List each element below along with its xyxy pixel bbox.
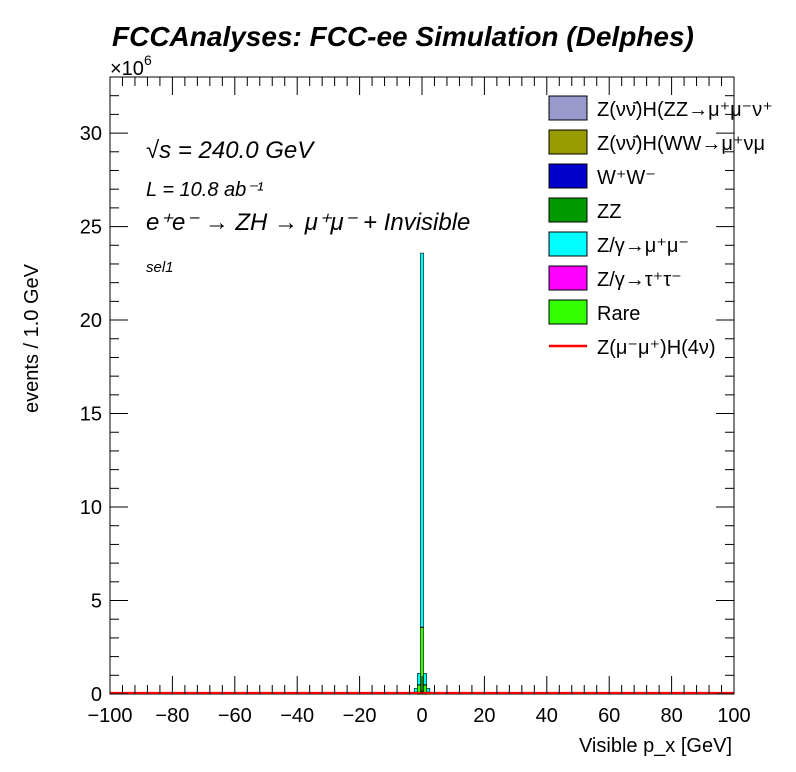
y-multiplier: ×106	[110, 52, 152, 80]
legend-label: Z/γ→τ⁺τ⁻	[597, 269, 682, 291]
legend-label: Z(μ⁻μ⁺)H(4ν)	[597, 337, 716, 359]
x-tick-label: 100	[717, 705, 750, 727]
y-tick-label: 20	[80, 310, 102, 332]
legend-label: Rare	[597, 303, 640, 325]
bar	[417, 684, 421, 693]
annotation-process: e⁺e⁻ → ZH → μ⁺μ⁻ + Invisible	[146, 209, 470, 236]
legend-swatch	[548, 265, 588, 291]
y-tick-label: 15	[80, 404, 102, 426]
x-axis-label: Visible p_x [GeV]	[579, 735, 732, 757]
bar	[413, 688, 418, 693]
x-tick-label: −80	[155, 705, 189, 727]
legend-label: ZZ	[597, 201, 621, 223]
legend-label: Z(νν̄)H(ZZ→μ⁺μ⁻ν⁺	[597, 99, 773, 121]
y-tick-label: 25	[80, 217, 102, 239]
legend-swatch	[548, 95, 588, 121]
legend: Z(νν̄)H(ZZ→μ⁺μ⁻ν⁺ Z(νν̄)H(WW→μ⁺νμ W⁺W⁻ ZZ Z/…	[548, 95, 773, 359]
x-tick-label: −100	[87, 705, 132, 727]
annotation-selection: sel1	[146, 259, 174, 276]
legend-label: Z(νν̄)H(WW→μ⁺νμ	[597, 133, 765, 155]
x-tick-label: −60	[218, 705, 252, 727]
bar	[423, 673, 427, 685]
bar	[420, 252, 424, 628]
x-tick-label: 0	[416, 705, 427, 727]
legend-label: Z/γ→μ⁺μ⁻	[597, 235, 689, 257]
x-tick-label: 60	[598, 705, 620, 727]
bar	[426, 688, 431, 693]
annotation-lumi: L = 10.8 ab⁻¹	[146, 179, 264, 201]
annotation-energy: √s = 240.0 GeV	[146, 137, 315, 164]
legend-swatch	[548, 299, 588, 325]
legend-swatch	[548, 163, 588, 189]
bars-group	[110, 252, 734, 695]
y-tick-label: 30	[80, 123, 102, 145]
x-ticks-group: −100 −80 −60 −40 −20 0 20 40 60 80 100	[87, 77, 751, 727]
y-ticks-group: 0 5 10 15 20 25 30	[80, 76, 734, 706]
y-tick-label: 0	[91, 684, 102, 706]
x-tick-label: −20	[343, 705, 377, 727]
bar	[417, 673, 421, 685]
legend-label: W⁺W⁻	[597, 167, 656, 189]
y-tick-label: 10	[80, 497, 102, 519]
legend-swatch	[548, 197, 588, 223]
x-tick-label: −40	[280, 705, 314, 727]
legend-swatch	[548, 231, 588, 257]
x-tick-label: 80	[660, 705, 682, 727]
bar	[423, 684, 427, 693]
legend-swatch	[548, 129, 588, 155]
y-axis-label: events / 1.0 GeV	[21, 263, 43, 413]
x-tick-label: 40	[536, 705, 558, 727]
x-tick-label: 20	[473, 705, 495, 727]
chart-title: FCCAnalyses: FCC-ee Simulation (Delphes)	[112, 21, 694, 52]
y-tick-label: 5	[91, 591, 102, 613]
